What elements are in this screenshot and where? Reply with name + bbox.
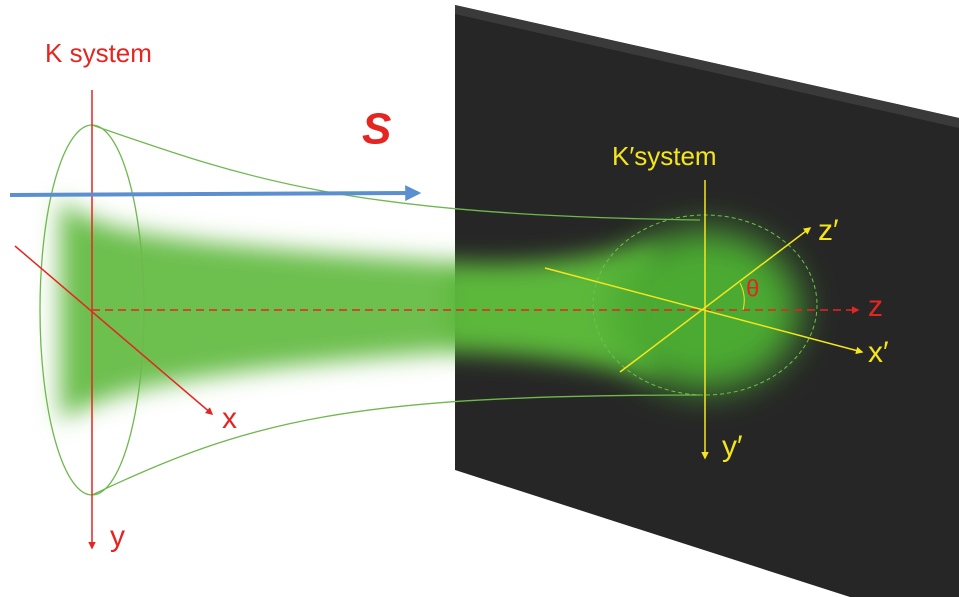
label: x xyxy=(222,402,237,435)
s-arrow xyxy=(10,193,418,195)
label: θ xyxy=(746,275,759,302)
label: x′ xyxy=(868,336,889,369)
diagram: K system S K′system x y z z′ x′ y′ θ xyxy=(0,0,959,597)
label: K system xyxy=(45,38,152,68)
label: y′ xyxy=(722,430,743,463)
label: K′system xyxy=(612,141,717,171)
label: S xyxy=(362,105,391,154)
label: z xyxy=(868,290,883,323)
label: y xyxy=(110,520,125,553)
label: z′ xyxy=(818,214,839,247)
